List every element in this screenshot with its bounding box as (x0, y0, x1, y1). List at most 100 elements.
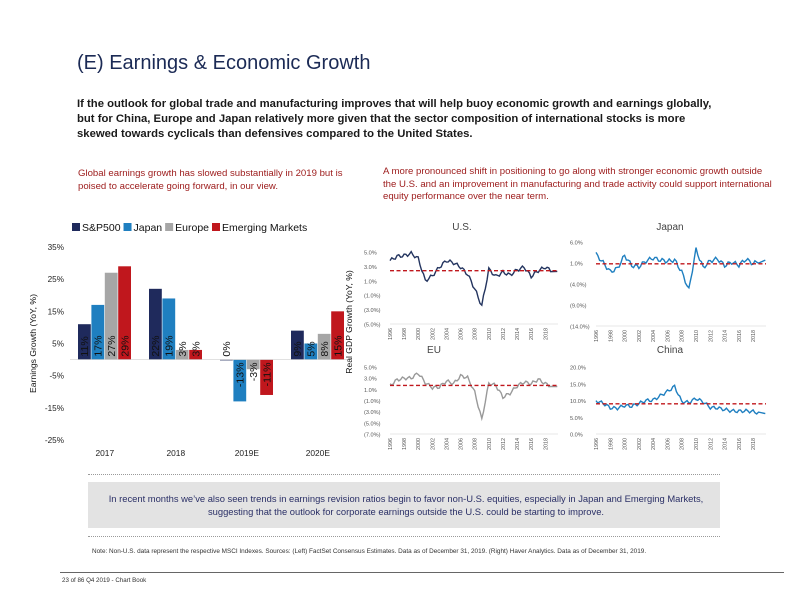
x-tick-label: 2008 (680, 330, 686, 342)
x-tick-label: 1998 (402, 438, 408, 450)
x-tick-label: 2012 (708, 438, 714, 450)
x-tick-label: 1996 (388, 438, 394, 450)
panel-title: U.S. (452, 222, 471, 233)
bar (78, 324, 91, 360)
bar-data-label: -11% (261, 363, 273, 387)
bar-data-label: 5% (306, 341, 318, 356)
x-tick-label: 1996 (594, 438, 600, 450)
bar (220, 359, 233, 361)
x-tick-label: 2010 (487, 438, 493, 450)
x-tick-label: 2014 (723, 438, 729, 450)
y-tick-label: -25% (45, 436, 64, 445)
bar-data-label: 22% (150, 336, 162, 357)
y-axis-title: Earnings Growth (YoY, %) (28, 294, 38, 393)
x-tick-label: 2002 (637, 438, 643, 450)
x-tick-label: 1998 (608, 438, 614, 450)
x-tick-label: 2010 (487, 328, 493, 340)
y-tick-label: (5.0%) (364, 421, 381, 427)
bar-data-label: 3% (190, 341, 202, 356)
bar (246, 359, 260, 370)
x-tick-label: 2019E (235, 448, 260, 458)
y-tick-label: 35% (48, 243, 64, 252)
legend-swatch-emerging-markets (212, 223, 220, 231)
y-tick-label: (7.0%) (364, 433, 381, 439)
x-tick-label: 2004 (651, 330, 657, 342)
legend-label-japan: Japan (134, 222, 163, 234)
bar-data-label: 27% (106, 336, 118, 357)
gdp-series-line (389, 250, 558, 307)
gdp-growth-line-charts: U.S. 5.0% 3.0% 1.0% (1.0%) (3.0%) (5.0%) 1996 19… (344, 222, 766, 450)
x-tick-label: 2004 (444, 328, 450, 340)
x-tick-label: 2017 (95, 448, 114, 458)
x-tick-label: 2020E (306, 448, 331, 458)
bar-data-label: 0% (221, 341, 233, 356)
bar (304, 343, 318, 360)
y-tick-label: (5.0%) (364, 323, 381, 329)
x-tick-label: 1996 (388, 328, 394, 340)
y-tick-label: 0.0% (570, 433, 583, 439)
bar (162, 298, 176, 360)
y-tick-label: 1.0% (570, 262, 583, 268)
y-tick-label: (9.0%) (570, 304, 587, 310)
y-tick-label: 10.0% (570, 399, 586, 405)
y-tick-label: 1.0% (364, 388, 377, 394)
x-tick-label: 2002 (430, 328, 436, 340)
x-tick-label: 2010 (694, 330, 700, 342)
bar (331, 311, 344, 360)
source-note: Note: Non-U.S. data represent the respec… (92, 548, 647, 555)
y-tick-label: 15.0% (570, 382, 586, 388)
bar (104, 272, 118, 360)
gdp-series-line (389, 372, 558, 422)
bar (233, 359, 247, 402)
x-tick-label: 2016 (737, 330, 743, 342)
y-tick-label: 5.0% (364, 366, 377, 372)
y-tick-label: 3.0% (364, 265, 377, 271)
legend-label-s-p500: S&P500 (82, 222, 121, 234)
bar-data-label: 17% (93, 336, 105, 357)
x-tick-label: 2002 (637, 330, 643, 342)
divider-top (88, 474, 720, 475)
bar-data-label: 3% (177, 341, 189, 356)
y-tick-label: (14.0%) (570, 325, 590, 331)
divider-bottom (88, 536, 720, 537)
y-tick-label: 1.0% (364, 279, 377, 285)
bar-data-label: 11% (79, 336, 91, 356)
bar-data-label: 9% (292, 341, 304, 356)
page-footer: 23 of 86 Q4 2019 - Chart Book (62, 577, 147, 584)
y-axis-title: Real GDP Growth (YoY, %) (344, 270, 354, 374)
x-tick-label: 2016 (737, 438, 743, 450)
x-tick-label: 2010 (694, 438, 700, 450)
bar (317, 333, 331, 360)
bar-data-label: 29% (119, 336, 131, 357)
intro-paragraph: If the outlook for global trade and manu… (77, 98, 712, 140)
callout-text: In recent months we’ve also seen trends … (108, 493, 704, 517)
legend-swatch-s-p500 (72, 223, 80, 231)
x-tick-label: 1998 (402, 328, 408, 340)
x-tick-label: 2014 (723, 330, 729, 342)
x-tick-label: 2016 (529, 438, 535, 450)
right-chart-subtitle: A more pronounced shift in positioning t… (383, 166, 772, 202)
y-tick-label: (1.0%) (364, 294, 381, 300)
left-chart-subtitle: Global earnings growth has slowed substa… (78, 168, 343, 192)
x-tick-label: 2018 (751, 438, 757, 450)
panel-title: EU (427, 345, 441, 356)
y-tick-label: 15% (48, 307, 64, 316)
y-tick-label: 3.0% (364, 377, 377, 383)
x-tick-label: 2012 (708, 330, 714, 342)
panel-title: Japan (656, 222, 683, 233)
bar (260, 359, 273, 395)
y-tick-label: -15% (45, 404, 64, 413)
y-tick-label: (4.0%) (570, 283, 587, 289)
y-tick-label: (3.0%) (364, 308, 381, 314)
x-tick-label: 2008 (680, 438, 686, 450)
bar-data-label: 8% (319, 341, 331, 356)
bar (291, 330, 304, 360)
y-tick-label: 5% (52, 340, 64, 349)
x-tick-label: 2018 (543, 438, 549, 450)
legend-label-emerging-markets: Emerging Markets (222, 222, 307, 234)
x-tick-label: 2006 (665, 330, 671, 342)
earnings-growth-bar-chart: S&P500 Japan Europe Emerging Markets 35% 25% 1… (28, 222, 350, 458)
x-tick-label: 2006 (665, 438, 671, 450)
y-tick-label: 5.0% (570, 416, 583, 422)
x-tick-label: 2016 (529, 328, 535, 340)
